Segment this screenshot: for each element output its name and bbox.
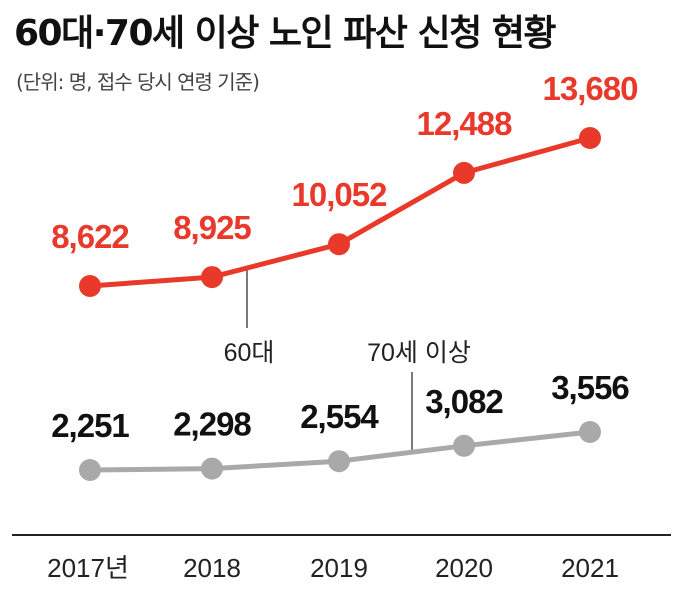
point-70-plus (201, 457, 223, 480)
value-label-70-plus: 2,298 (173, 406, 251, 443)
point-60s (328, 233, 350, 256)
value-label-70-plus: 3,556 (551, 369, 629, 406)
x-tick-label: 2019 (310, 553, 368, 583)
point-60s (579, 127, 601, 149)
chart-title: 60대·70세 이상 노인 파산 신청 현황 (14, 13, 556, 54)
point-70-plus (79, 459, 101, 481)
x-tick-label: 2020 (435, 553, 493, 583)
point-60s (79, 275, 101, 297)
x-tick-label: 2018 (183, 553, 241, 583)
point-70-plus (579, 421, 601, 443)
value-label-70-plus: 2,554 (300, 398, 379, 435)
x-tick-label: 2021 (561, 553, 619, 583)
series-label-70-plus: 70세 이상 (367, 339, 471, 367)
value-label-70-plus: 2,251 (51, 407, 129, 444)
point-70-plus (453, 434, 475, 457)
x-tick-label: 2017년 (47, 553, 129, 583)
point-60s (201, 266, 223, 289)
value-label-60s: 12,488 (417, 105, 513, 142)
value-label-60s: 8,622 (51, 218, 129, 255)
value-label-60s: 13,680 (543, 70, 638, 107)
value-label-60s: 10,052 (292, 176, 388, 213)
series-label-60s: 60대 (224, 339, 275, 367)
value-label-70-plus: 3,082 (425, 383, 503, 420)
chart-subtitle: (단위: 명, 접수 당시 연령 기준) (16, 70, 260, 94)
value-label-60s: 8,925 (173, 209, 251, 246)
point-60s (453, 161, 475, 184)
point-70-plus (328, 450, 350, 473)
